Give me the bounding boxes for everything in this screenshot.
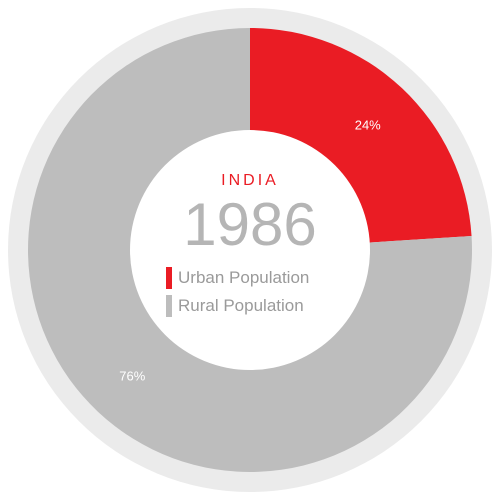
- inner-disc: [130, 130, 370, 370]
- center-panel: INDIA 1986 Urban Population Rural Popula…: [130, 130, 370, 370]
- slice-value-label-urban: 24%: [355, 118, 381, 133]
- slice-value-label-rural: 76%: [119, 368, 145, 383]
- year-label: 1986: [183, 191, 317, 258]
- legend-item-rural: Rural Population: [166, 292, 366, 320]
- legend-item-urban: Urban Population: [166, 264, 366, 292]
- legend-label-urban: Urban Population: [178, 268, 310, 287]
- legend-swatch-rural: [166, 295, 172, 317]
- legend-label-rural: Rural Population: [178, 296, 304, 315]
- country-label: INDIA: [221, 172, 279, 189]
- legend: Urban Population Rural Population: [166, 264, 366, 320]
- legend-swatch-urban: [166, 267, 172, 289]
- slice-labels-group: 24% 76%: [119, 118, 381, 384]
